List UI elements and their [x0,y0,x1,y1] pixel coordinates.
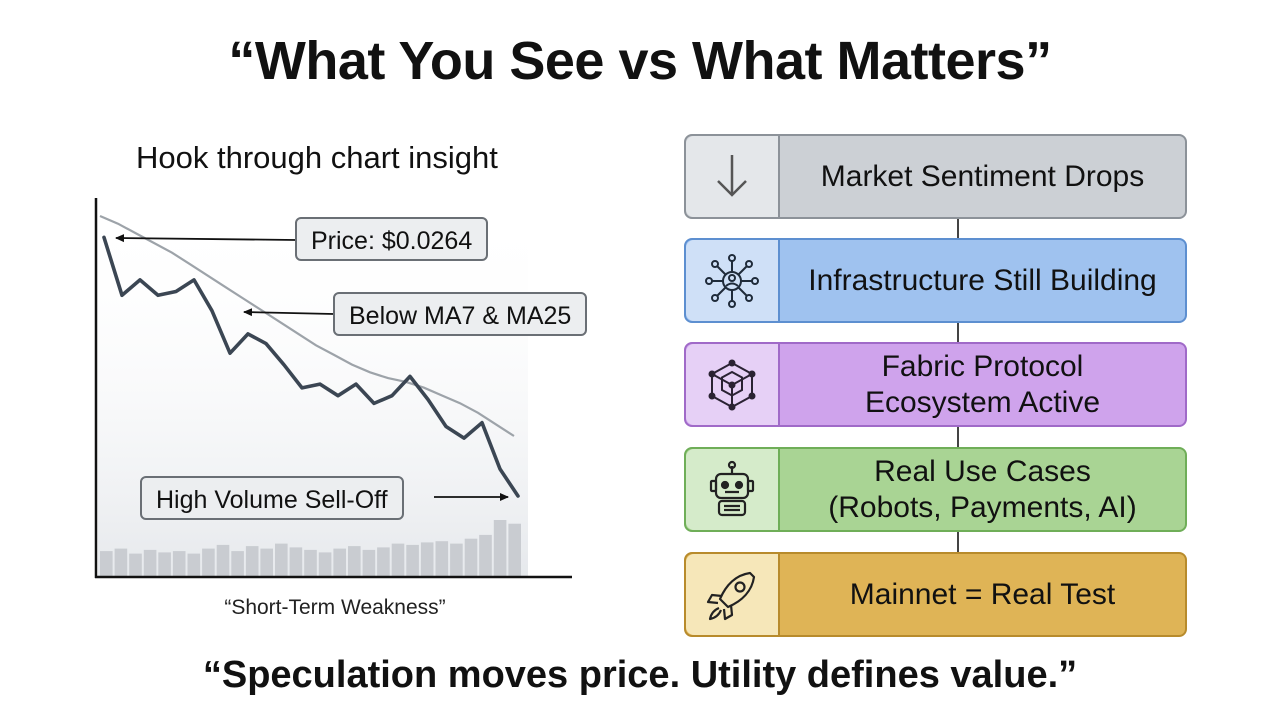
price-line [102,235,520,498]
ma-arrow [243,308,335,317]
step-label: Real Use Cases (Robots, Payments, AI) [780,449,1185,530]
step-mainnet: Mainnet = Real Test [684,552,1187,637]
ma-callout: Below MA7 & MA25 [333,292,588,336]
step-label: Fabric Protocol Ecosystem Active [780,344,1185,425]
volume-bar [231,551,244,576]
volume-bar [245,546,259,576]
volume-bar [143,549,157,576]
volume-bar [493,520,507,576]
price-arrow [115,234,297,243]
volume-bar [216,544,230,576]
volume-bar [129,553,142,576]
volume-bar [275,543,288,576]
network-icon [686,240,780,321]
volume-bar [114,548,128,576]
volume-bar [260,548,273,576]
closing-quote: “Speculation moves price. Utility define… [0,654,1280,697]
volume-bar [158,552,171,576]
volume-bar [100,551,113,576]
volume-bar [391,543,405,576]
volume-bar [187,553,201,576]
volume-bar [318,552,332,576]
volume-bar [464,538,478,576]
volume-bar [377,547,390,576]
volume-bar [172,551,186,576]
volume-bar [508,523,521,576]
volume-bars [100,520,521,576]
volume-bar [479,534,492,576]
quote-part-1: “Speculation moves price. [202,654,691,696]
moving-average-line [99,214,515,437]
step-fabric-protocol: Fabric Protocol Ecosystem Active [684,342,1187,427]
step-label: Mainnet = Real Test [849,577,1116,611]
step-label-line-2: Ecosystem Active [864,385,1101,419]
step-label: Infrastructure Still Building [808,263,1157,297]
step-infrastructure: Infrastructure Still Building [684,238,1187,323]
volume-bar [202,548,215,576]
step-label-line-2: (Robots, Payments, AI) [828,490,1137,524]
rocket-icon [686,554,780,635]
step-label-line-1: Real Use Cases [874,454,1091,488]
step-real-use-cases: Real Use Cases (Robots, Payments, AI) [684,447,1187,532]
volume-callout: High Volume Sell-Off [140,476,404,520]
quote-emphasis: Utility [690,654,797,696]
chart-caption: “Short-Term Weakness” [224,596,446,619]
step-market-sentiment: Market Sentiment Drops [684,134,1187,219]
chart-heading: Hook through chart insight [136,140,498,175]
volume-bar [289,547,303,576]
volume-bar [362,549,376,576]
volume-bar [435,541,449,576]
price-callout: Price: $0.0264 [295,217,489,261]
main-title: “What You See vs What Matters” [228,31,1052,91]
volume-bar [348,546,361,576]
volume-bar [333,548,346,576]
quote-part-2: defines value.” [796,654,1078,696]
volume-bar [304,549,317,576]
step-label-line-1: Fabric Protocol [881,349,1084,383]
cube-network-icon [686,344,780,425]
arrow-down-icon [686,136,780,217]
volume-bar [450,543,463,576]
robot-icon [686,449,780,530]
volume-bar [420,542,434,576]
step-label: Market Sentiment Drops [820,159,1145,193]
volume-bar [406,544,419,576]
